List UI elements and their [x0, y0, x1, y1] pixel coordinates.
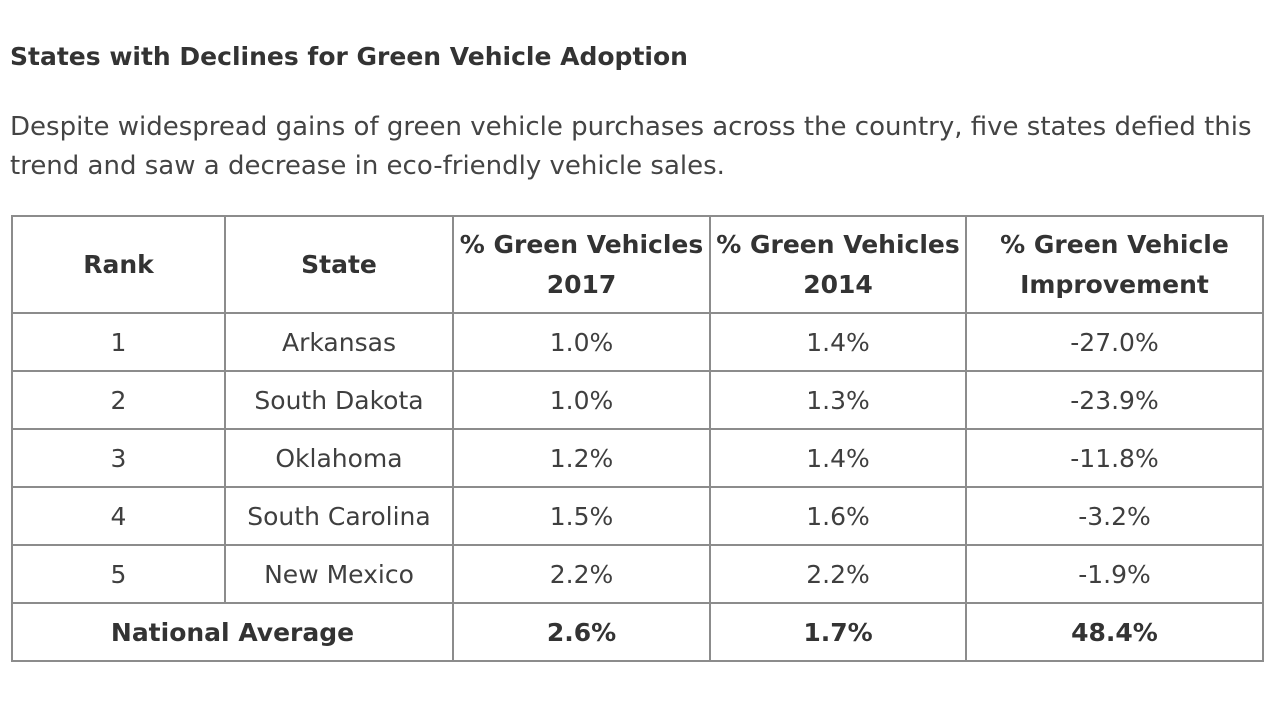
cell-improvement: -23.9% [965, 370, 1264, 430]
cell-pct-2014: 2.2% [709, 544, 967, 604]
cell-pct-2017: 1.2% [452, 428, 711, 488]
cell-rank: 3 [11, 428, 226, 488]
page-title: States with Declines for Green Vehicle A… [10, 42, 688, 71]
national-average-pct-2017: 2.6% [452, 602, 711, 662]
table-row: 1 Arkansas 1.0% 1.4% -27.0% [11, 312, 1264, 372]
cell-rank: 2 [11, 370, 226, 430]
table-header-row: Rank State % Green Vehicles 2017 % Green… [11, 215, 1264, 314]
cell-pct-2014: 1.4% [709, 428, 967, 488]
header-rank: Rank [11, 215, 226, 314]
cell-improvement: -11.8% [965, 428, 1264, 488]
header-pct-2014: % Green Vehicles 2014 [709, 215, 967, 314]
cell-rank: 5 [11, 544, 226, 604]
cell-rank: 1 [11, 312, 226, 372]
cell-pct-2014: 1.6% [709, 486, 967, 546]
cell-rank: 4 [11, 486, 226, 546]
national-average-pct-2014: 1.7% [709, 602, 967, 662]
cell-improvement: -27.0% [965, 312, 1264, 372]
table-row: 5 New Mexico 2.2% 2.2% -1.9% [11, 544, 1264, 604]
green-vehicle-table: Rank State % Green Vehicles 2017 % Green… [11, 215, 1264, 662]
cell-pct-2014: 1.3% [709, 370, 967, 430]
cell-improvement: -1.9% [965, 544, 1264, 604]
cell-pct-2017: 1.0% [452, 312, 711, 372]
cell-pct-2017: 1.5% [452, 486, 711, 546]
cell-state: Arkansas [224, 312, 454, 372]
header-pct-2017: % Green Vehicles 2017 [452, 215, 711, 314]
cell-pct-2014: 1.4% [709, 312, 967, 372]
national-average-improvement: 48.4% [965, 602, 1264, 662]
cell-state: New Mexico [224, 544, 454, 604]
table-row: 3 Oklahoma 1.2% 1.4% -11.8% [11, 428, 1264, 488]
header-state: State [224, 215, 454, 314]
table-row: 4 South Carolina 1.5% 1.6% -3.2% [11, 486, 1264, 546]
table-row: 2 South Dakota 1.0% 1.3% -23.9% [11, 370, 1264, 430]
intro-paragraph: Despite widespread gains of green vehicl… [10, 112, 1252, 181]
cell-improvement: -3.2% [965, 486, 1264, 546]
header-improvement: % Green Vehicle Improvement [965, 215, 1264, 314]
cell-state: Oklahoma [224, 428, 454, 488]
cell-state: South Carolina [224, 486, 454, 546]
national-average-row: National Average 2.6% 1.7% 48.4% [11, 602, 1264, 662]
national-average-label: National Average [11, 602, 454, 662]
cell-state: South Dakota [224, 370, 454, 430]
cell-pct-2017: 1.0% [452, 370, 711, 430]
cell-pct-2017: 2.2% [452, 544, 711, 604]
